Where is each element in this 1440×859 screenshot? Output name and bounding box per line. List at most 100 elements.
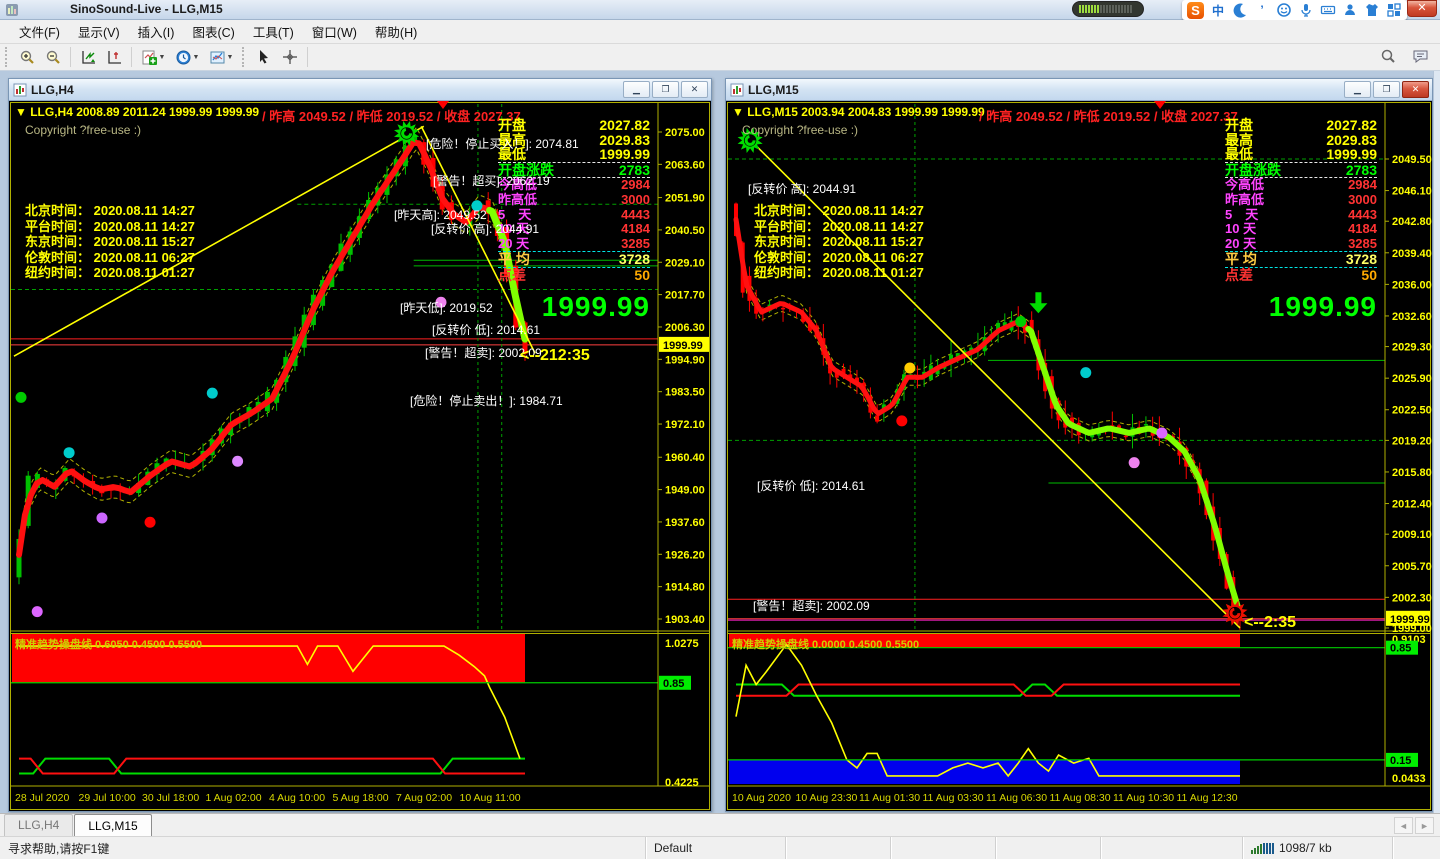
keyboard-icon[interactable]	[1320, 2, 1336, 18]
minimize-button[interactable]: ▁	[1344, 81, 1371, 98]
menu-tools[interactable]: 工具(T)	[252, 26, 294, 40]
chevron-down-icon: ▼	[158, 53, 166, 61]
status-traffic: 1098/7 kb	[1242, 837, 1392, 859]
menu-file[interactable]: 文件(F)	[19, 26, 60, 40]
status-cell	[785, 837, 890, 859]
signal-meter	[1072, 1, 1144, 17]
close-button[interactable]: ✕	[681, 81, 708, 98]
svg-text:2036.00: 2036.00	[1392, 279, 1432, 291]
svg-text:2029.30: 2029.30	[1392, 342, 1432, 354]
svg-text:10 Aug 11:00: 10 Aug 11:00	[460, 792, 521, 804]
svg-text:1937.60: 1937.60	[665, 517, 705, 529]
svg-text:11 Aug 03:30: 11 Aug 03:30	[923, 792, 984, 804]
window-titlebar[interactable]: LLG,H4 ▁ ❐ ✕	[9, 79, 711, 101]
menu-help[interactable]: 帮助(H)	[374, 26, 418, 40]
tab-llg-m15[interactable]: LLG,M15	[74, 814, 152, 837]
toolbar-grip[interactable]	[5, 47, 10, 67]
tab-scroll-left-button[interactable]: ◄	[1394, 817, 1413, 834]
app-title: SinoSound-Live - LLG,M15	[70, 2, 223, 16]
svg-text:0.15: 0.15	[1390, 755, 1411, 767]
restore-button[interactable]: ❐	[1373, 81, 1400, 98]
status-cell	[995, 837, 1100, 859]
smiley-icon[interactable]	[1276, 2, 1292, 18]
sogou-comma-icon[interactable]: ’	[1260, 3, 1264, 17]
tab-llg-h4[interactable]: LLG,H4	[4, 814, 74, 836]
window-title: LLG,M15	[748, 82, 799, 97]
cursor-button[interactable]	[252, 46, 276, 68]
svg-text:2046.10: 2046.10	[1392, 186, 1432, 198]
svg-text:0.0433: 0.0433	[1392, 773, 1426, 785]
toolbar: ▼ ▼ ▼	[0, 44, 1440, 71]
svg-text:0.4225: 0.4225	[665, 777, 699, 789]
skin-icon[interactable]	[1364, 2, 1380, 18]
window-titlebar[interactable]: LLG,M15 ▁ ❐ ✕	[726, 79, 1432, 101]
mdi-vertical-scrollbar[interactable]	[1433, 71, 1440, 813]
chart-canvas[interactable]: 2049.50 2046.10 2042.80 2039.40 2036.00 2032.…	[726, 101, 1432, 811]
tab-scroll-right-button[interactable]: ►	[1415, 817, 1434, 834]
mdi-workspace: LLG,H4 ▁ ❐ ✕ 2075.00 2063.60 2051.90 2040.5…	[0, 71, 1440, 813]
toolbar-grip[interactable]	[242, 47, 247, 67]
svg-text:7 Aug 02:00: 7 Aug 02:00	[396, 792, 452, 804]
traffic-text: 1098/7 kb	[1279, 841, 1332, 855]
svg-text:5 Aug 18:00: 5 Aug 18:00	[333, 792, 389, 804]
zoom-out-button[interactable]	[41, 46, 65, 68]
sogou-input-bar[interactable]: S 中 ’	[1182, 0, 1407, 20]
svg-text:2040.50: 2040.50	[665, 225, 705, 237]
status-profile[interactable]: Default	[645, 837, 785, 859]
svg-text:2017.70: 2017.70	[665, 290, 705, 302]
svg-text:2029.10: 2029.10	[665, 257, 705, 269]
periods-button[interactable]: ▼	[171, 46, 203, 68]
menu-charts[interactable]: 图表(C)	[192, 26, 235, 40]
svg-text:1949.00: 1949.00	[665, 485, 705, 497]
chart-content[interactable]: 2075.00 2063.60 2051.90 2040.50 2029.10 2017.…	[9, 101, 711, 811]
svg-text:11 Aug 08:30: 11 Aug 08:30	[1050, 792, 1111, 804]
toolbar-separator	[70, 47, 71, 67]
svg-text:10 Aug 23:30: 10 Aug 23:30	[796, 792, 858, 804]
svg-text:2022.50: 2022.50	[1392, 405, 1432, 417]
svg-text:2009.10: 2009.10	[1392, 529, 1432, 541]
restore-button[interactable]: ❐	[652, 81, 679, 98]
microphone-icon[interactable]	[1298, 2, 1314, 18]
crosshair-button[interactable]	[278, 46, 302, 68]
toolbar-separator	[131, 47, 132, 67]
svg-text:1994.90: 1994.90	[665, 354, 705, 366]
svg-text:4 Aug 10:00: 4 Aug 10:00	[269, 792, 325, 804]
account-icon[interactable]	[1342, 2, 1358, 18]
svg-text:2005.70: 2005.70	[1392, 561, 1432, 573]
svg-text:2042.80: 2042.80	[1392, 216, 1432, 228]
indicators-button[interactable]: ▼	[137, 46, 169, 68]
status-cell	[1392, 837, 1440, 859]
toolbar-separator	[307, 47, 308, 67]
templates-button[interactable]: ▼	[205, 46, 237, 68]
menu-window[interactable]: 窗口(W)	[311, 26, 357, 40]
traffic-bars-icon	[1251, 842, 1274, 854]
search-icon[interactable]	[1376, 45, 1400, 67]
menu-view[interactable]: 显示(V)	[77, 26, 120, 40]
app-close-button[interactable]: ✕	[1407, 0, 1437, 17]
chart-canvas[interactable]: 2075.00 2063.60 2051.90 2040.50 2029.10 2017.…	[9, 101, 711, 811]
svg-text:1 Aug 02:00: 1 Aug 02:00	[206, 792, 262, 804]
window-title: LLG,H4	[31, 82, 74, 97]
toolbox-grid-icon[interactable]	[1386, 2, 1402, 18]
chart-window-llg-h4[interactable]: LLG,H4 ▁ ❐ ✕ 2075.00 2063.60 2051.90 2040.5…	[8, 78, 712, 812]
minimize-button[interactable]: ▁	[623, 81, 650, 98]
status-cell	[890, 837, 995, 859]
menu-insert[interactable]: 插入(I)	[137, 26, 175, 40]
close-button[interactable]: ✕	[1402, 81, 1429, 98]
svg-text:1926.20: 1926.20	[665, 549, 705, 561]
svg-text:2051.90: 2051.90	[665, 193, 705, 205]
feedback-icon[interactable]	[1408, 45, 1432, 67]
svg-text:1999.00: 1999.00	[1392, 623, 1432, 635]
sogou-logo-icon[interactable]: S	[1187, 1, 1204, 19]
zoom-in-button[interactable]	[15, 46, 39, 68]
svg-text:30 Jul 18:00: 30 Jul 18:00	[142, 792, 199, 804]
auto-scroll-button[interactable]	[76, 46, 100, 68]
chart-content[interactable]: 2049.50 2046.10 2042.80 2039.40 2036.00 2032.…	[726, 101, 1432, 811]
menubar: 文件(F) 显示(V) 插入(I) 图表(C) 工具(T) 窗口(W) 帮助(H…	[0, 20, 1440, 44]
sogou-lang-icon[interactable]: 中	[1211, 3, 1224, 18]
chart-shift-button[interactable]	[102, 46, 126, 68]
statusbar: 寻求帮助,请按F1键 Default 1098/7 kb	[0, 836, 1440, 859]
status-cell	[1100, 837, 1242, 859]
moon-icon[interactable]	[1232, 2, 1248, 18]
chart-window-llg-m15[interactable]: LLG,M15 ▁ ❐ ✕ 2049.50 2046.10 2042.80 2039.…	[725, 78, 1433, 812]
